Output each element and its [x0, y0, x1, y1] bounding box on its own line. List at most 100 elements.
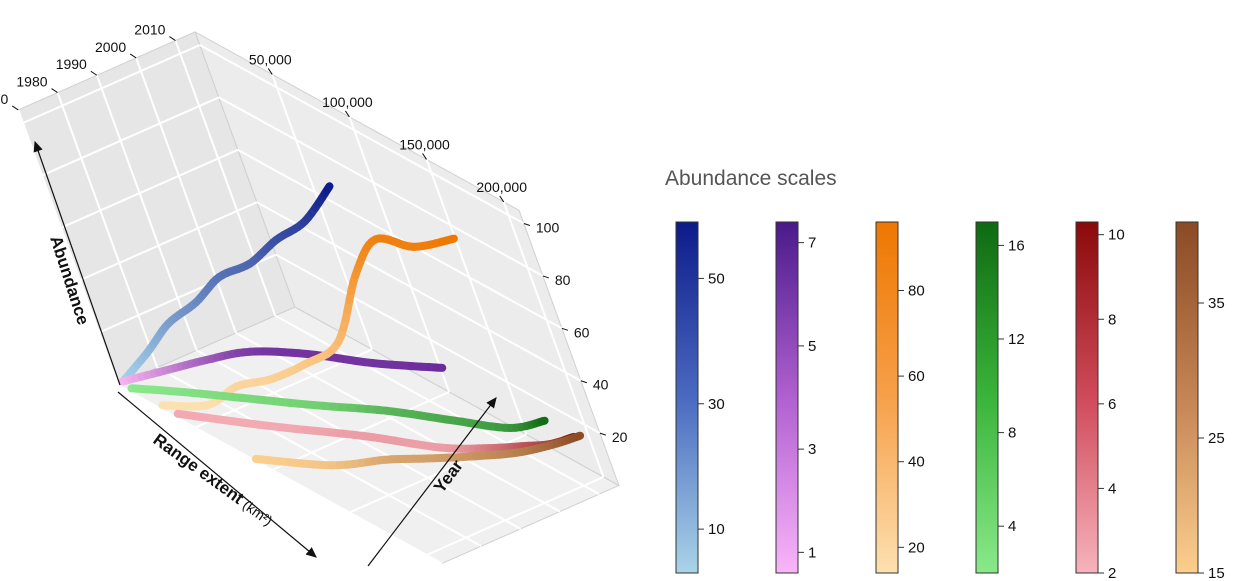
legend-title: Abundance scales	[665, 167, 837, 190]
series-segment	[574, 431, 585, 441]
grid-line	[235, 332, 561, 513]
series-line-3	[158, 234, 458, 411]
year-axis-arrow	[367, 397, 497, 567]
grid-line	[271, 74, 373, 350]
colorbar-tick-label: 2	[1108, 565, 1116, 581]
colorbar-fill	[975, 221, 999, 574]
grid-line	[135, 57, 237, 334]
colorbar-purple: 1 3 5 7	[775, 221, 816, 574]
range-tick-mark	[422, 153, 427, 160]
colorbar-tick-label: 8	[1008, 425, 1016, 442]
grid-line	[256, 201, 582, 382]
range-tick-mark	[499, 195, 505, 203]
range-tick-mark	[267, 68, 273, 75]
colorbar-tick-label: 25	[1208, 430, 1225, 447]
range-tick-label: 200,000	[476, 179, 527, 195]
colorbar-tick-label: 7	[808, 235, 816, 252]
colorbar-tick-label: 10	[1108, 227, 1125, 244]
grid-line	[17, 109, 119, 386]
colorbar-blue: 10 30 50	[675, 221, 725, 574]
colorbar-tick-label: 40	[908, 454, 925, 471]
range-tick-label: 100,000	[322, 94, 373, 110]
year-tick-mark	[129, 53, 137, 59]
year-tick-label: 2010	[134, 22, 165, 38]
abundance-tick-mark	[523, 223, 531, 226]
year-tick-mark	[90, 70, 98, 76]
grid-line	[199, 44, 525, 225]
colorbar-fill	[1075, 221, 1099, 574]
grid-line	[174, 40, 277, 317]
colorbar-tick-label: 4	[1008, 518, 1016, 535]
colorbar-tick-label: 12	[1008, 331, 1025, 348]
3d-line-plot: 1970 1980 1990 2000 2010 50,000 100,000 150,000…	[0, 22, 628, 567]
grid-line	[79, 201, 258, 282]
year-tick-label: 1980	[16, 74, 47, 90]
grid-line	[237, 148, 563, 330]
colorbar-tick-label: 1	[808, 544, 816, 561]
colorbar-green: 4 8 12 16	[975, 221, 1025, 574]
grid-line	[218, 96, 544, 277]
tick-labels: 1970 1980 1990 2000 2010 50,000 100,000 150,000…	[0, 22, 628, 446]
grid-line	[348, 116, 451, 393]
grid-line	[502, 201, 605, 478]
series-segment	[446, 234, 458, 244]
year-tick-label: 2000	[95, 39, 126, 55]
colorbar-tick-label: 6	[1108, 396, 1116, 413]
colorbar-tick-label: 5	[808, 338, 816, 355]
grid-line	[117, 384, 443, 565]
year-tick-label: 1970	[0, 91, 8, 107]
series-line-2	[118, 347, 447, 386]
colorbar-tick-label: 10	[708, 521, 725, 538]
series-line-4	[127, 384, 549, 432]
range-tick-label: 50,000	[249, 51, 292, 67]
range-tick-label: 150,000	[399, 136, 450, 152]
colorbar-tick-label: 16	[1008, 237, 1025, 254]
colorbar-tick-label: 60	[908, 368, 925, 385]
colorbar-tick-label: 4	[1108, 480, 1116, 497]
abundance-tick-label: 20	[612, 429, 628, 445]
abundance-tick-label: 80	[555, 272, 571, 288]
grid-line	[274, 314, 600, 496]
colorbar-tick-label: 50	[708, 270, 725, 287]
colorbar-tick-label: 80	[908, 282, 925, 299]
grid-line	[22, 44, 201, 124]
colorbar-tick-label: 20	[908, 539, 925, 556]
abundance-tick-mark	[580, 380, 588, 384]
series-segment	[323, 182, 334, 194]
colorbar-fill	[1175, 221, 1199, 574]
abundance-axis-arrow	[33, 140, 121, 386]
range-tick-mark	[344, 110, 350, 118]
colorbar-orange: 20 40 60 80	[875, 221, 925, 574]
range-axis-arrow	[117, 391, 317, 558]
abundance-tick-label: 60	[574, 324, 590, 340]
colorbar-tick-label: 35	[1208, 295, 1225, 312]
colorbar-tick-label: 15	[1208, 565, 1225, 581]
grid-lines	[17, 40, 605, 565]
grid-line	[275, 253, 601, 434]
colorbar-tick-label: 8	[1108, 311, 1116, 328]
colorbar-fill	[775, 221, 799, 574]
abundance-tick-mark	[561, 327, 569, 331]
grid-line	[60, 148, 239, 229]
colorbar-fill	[875, 221, 899, 574]
grid-line	[41, 96, 220, 177]
colorbar-fill	[675, 221, 699, 574]
colorbar-brown: 15 25 35	[1175, 221, 1225, 581]
grid-line	[425, 159, 528, 435]
year-tick-mark	[169, 36, 176, 41]
abundance-tick-label: 40	[593, 377, 609, 393]
series-line-1	[118, 182, 334, 386]
colorbar-tick-label: 3	[808, 441, 816, 458]
grid-line	[426, 476, 604, 556]
grid-line	[56, 92, 159, 369]
abundance-tick-label: 100	[536, 220, 560, 236]
grid-line	[271, 391, 450, 471]
colorbar-tick-label: 30	[708, 396, 725, 413]
abundance-tick-mark	[542, 275, 550, 279]
colorbar-red: 2 4 6 8 10	[1075, 221, 1125, 581]
series-line-6	[251, 431, 585, 470]
grid-line	[95, 74, 198, 351]
series-layer	[118, 182, 585, 470]
year-tick-mark	[51, 88, 58, 93]
